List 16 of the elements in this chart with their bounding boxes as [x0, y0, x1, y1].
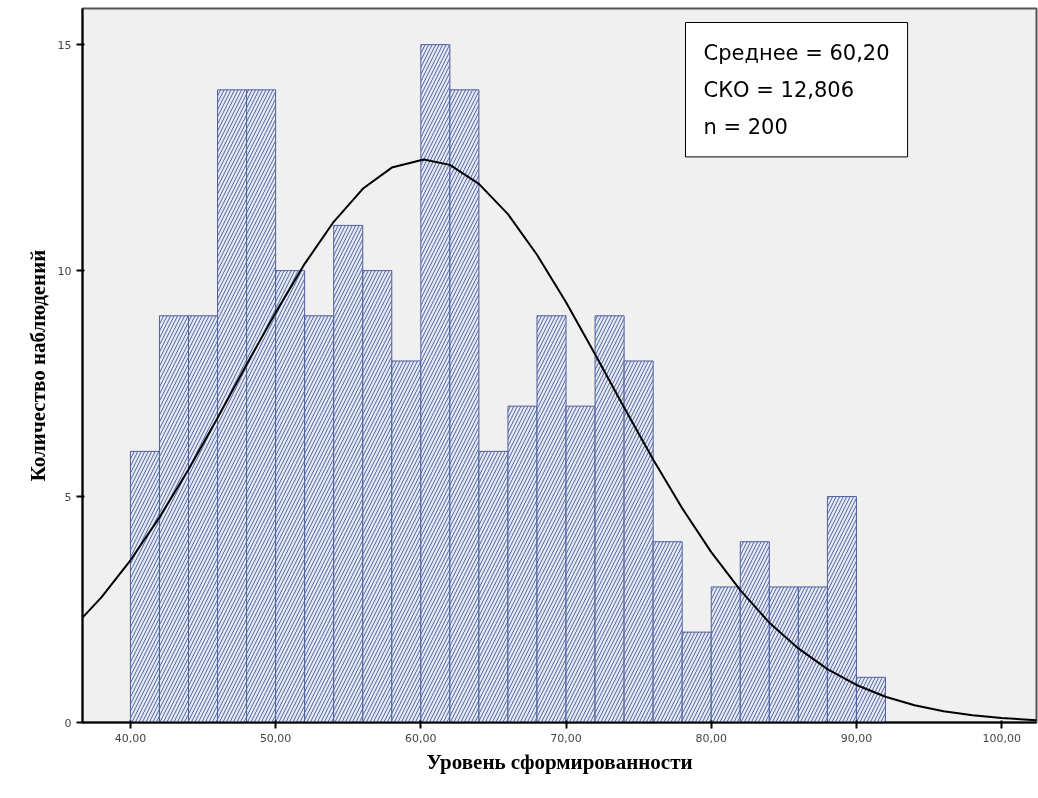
x-tick-label: 90,00	[840, 731, 873, 745]
x-tick-label: 100,00	[982, 731, 1021, 745]
x-tick-label: 60,00	[405, 731, 437, 745]
y-tick-label: 15	[57, 38, 72, 52]
y-tick-label: 5	[64, 490, 72, 504]
y-tick-label: 10	[57, 264, 72, 278]
x-tick-label: 40,00	[114, 731, 147, 745]
annotation: СКО = 12,806	[703, 77, 855, 102]
x-tick-label: 70,00	[550, 731, 582, 745]
x-tick-label: 50,00	[259, 731, 292, 745]
y-tick-label: 0	[64, 716, 72, 730]
y-axis-title: Количество наблюдений	[25, 249, 50, 482]
x-tick-label: 80,00	[695, 731, 727, 745]
annotation: n = 200	[703, 114, 788, 139]
x-axis-title: Уровень сформированности	[426, 749, 693, 774]
annotation: Среднее = 60,20	[703, 40, 890, 65]
